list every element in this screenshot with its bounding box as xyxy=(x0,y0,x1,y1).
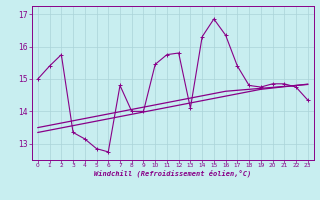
X-axis label: Windchill (Refroidissement éolien,°C): Windchill (Refroidissement éolien,°C) xyxy=(94,170,252,177)
